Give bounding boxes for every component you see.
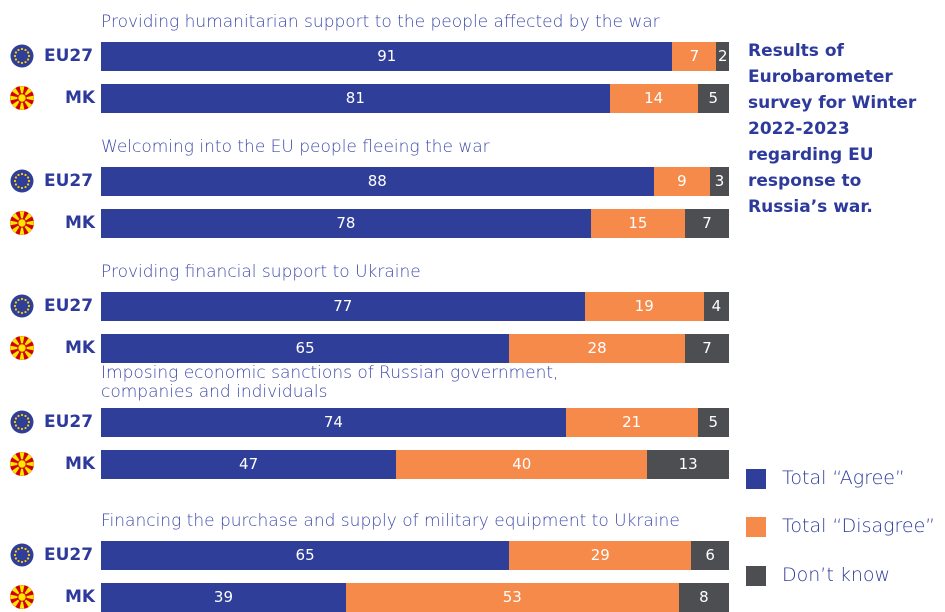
data-label: 53 <box>502 588 522 606</box>
data-label: 3 <box>714 172 725 190</box>
bar-segment-dont-know <box>685 209 729 238</box>
data-label: 7 <box>702 339 712 357</box>
bar-segment-agree <box>101 292 585 321</box>
data-label: 65 <box>295 546 315 564</box>
bar-segment-agree <box>101 84 610 113</box>
question-title: Imposing economic sanctions of Russian g… <box>101 363 559 402</box>
country-label: EU27 <box>44 171 94 191</box>
bar-segment-dont-know <box>647 450 729 479</box>
data-label: 19 <box>634 297 654 315</box>
question-title: Welcoming into the EU people fleeing the… <box>101 137 490 157</box>
data-label: 88 <box>367 172 387 190</box>
eu-flag-icon <box>10 543 34 567</box>
country-label: EU27 <box>44 46 94 66</box>
mk-flag-icon <box>10 86 34 110</box>
bar-segment-dont-know <box>697 408 729 437</box>
legend-label: Total “Disagree” <box>782 515 936 537</box>
bar-segment-disagree <box>396 450 648 479</box>
question-title: Providing financial support to Ukraine <box>101 262 421 282</box>
data-label: 74 <box>323 413 343 431</box>
data-label: 8 <box>699 588 709 606</box>
data-label: 5 <box>708 89 719 107</box>
bar-segment-dont-know <box>697 84 729 113</box>
bar-segment-dont-know <box>716 42 729 71</box>
data-label: 9 <box>677 172 687 190</box>
data-label: 40 <box>512 455 532 473</box>
bar-segment-disagree <box>509 334 686 363</box>
bar-segment-agree <box>101 209 591 238</box>
eu-flag-icon <box>10 169 34 193</box>
bar-segment-agree <box>101 334 510 363</box>
data-label: 14 <box>644 89 664 107</box>
data-label: 21 <box>622 413 642 431</box>
data-label: 6 <box>705 546 715 564</box>
data-label: 28 <box>587 339 607 357</box>
eu-flag-icon <box>10 294 34 318</box>
legend-label: Don’t know <box>782 564 891 586</box>
mk-flag-icon <box>10 211 34 235</box>
bar-segment-agree <box>101 450 397 479</box>
bar-segment-disagree <box>590 209 686 238</box>
data-label: 15 <box>628 214 648 232</box>
data-label: 7 <box>689 47 700 65</box>
data-label: 78 <box>336 214 356 232</box>
question-title: Financing the purchase and supply of mil… <box>101 511 680 531</box>
legend-swatch <box>746 469 766 489</box>
bar-segment-dont-know <box>710 167 729 196</box>
country-label: MK <box>65 88 96 108</box>
question-title: Providing humanitarian support to the pe… <box>101 12 660 32</box>
legend-swatch <box>746 517 766 537</box>
data-label: 13 <box>678 455 698 473</box>
data-label: 39 <box>213 588 233 606</box>
bar-segment-disagree <box>609 84 698 113</box>
mk-flag-icon <box>10 452 34 476</box>
data-label: 4 <box>711 297 722 315</box>
bar-segment-disagree <box>509 541 692 570</box>
bar-segment-dont-know <box>691 541 729 570</box>
eu-flag-icon <box>10 44 34 68</box>
bar-segment-disagree <box>565 408 698 437</box>
mk-flag-icon <box>10 585 34 609</box>
country-label: MK <box>65 213 96 233</box>
data-label: 81 <box>345 89 365 107</box>
data-label: 7 <box>702 214 712 232</box>
data-label: 91 <box>377 47 397 65</box>
data-label: 5 <box>708 413 719 431</box>
data-label: 77 <box>333 297 353 315</box>
eu-flag-icon <box>10 410 34 434</box>
legend-swatch <box>746 566 766 586</box>
data-label: 2 <box>717 47 728 65</box>
country-label: MK <box>65 338 96 358</box>
country-label: EU27 <box>44 545 94 565</box>
bar-segment-agree <box>101 167 654 196</box>
bar-segment-dont-know <box>685 334 729 363</box>
legend-label: Total “Agree” <box>782 467 905 489</box>
country-label: MK <box>65 454 96 474</box>
mk-flag-icon <box>10 336 34 360</box>
bar-segment-disagree <box>672 42 717 71</box>
bar-segment-disagree <box>653 167 711 196</box>
data-label: 29 <box>590 546 610 564</box>
country-label: EU27 <box>44 412 94 432</box>
bar-segment-dont-know <box>703 292 729 321</box>
bar-segment-agree <box>101 541 510 570</box>
chart-title: Results of Eurobarometer survey for Wint… <box>748 41 917 217</box>
country-label: EU27 <box>44 296 94 316</box>
bar-segment-agree <box>101 42 673 71</box>
data-label: 47 <box>239 455 259 473</box>
bar-segment-agree <box>101 408 566 437</box>
bar-segment-disagree <box>584 292 704 321</box>
country-label: MK <box>65 587 96 607</box>
data-label: 65 <box>295 339 315 357</box>
